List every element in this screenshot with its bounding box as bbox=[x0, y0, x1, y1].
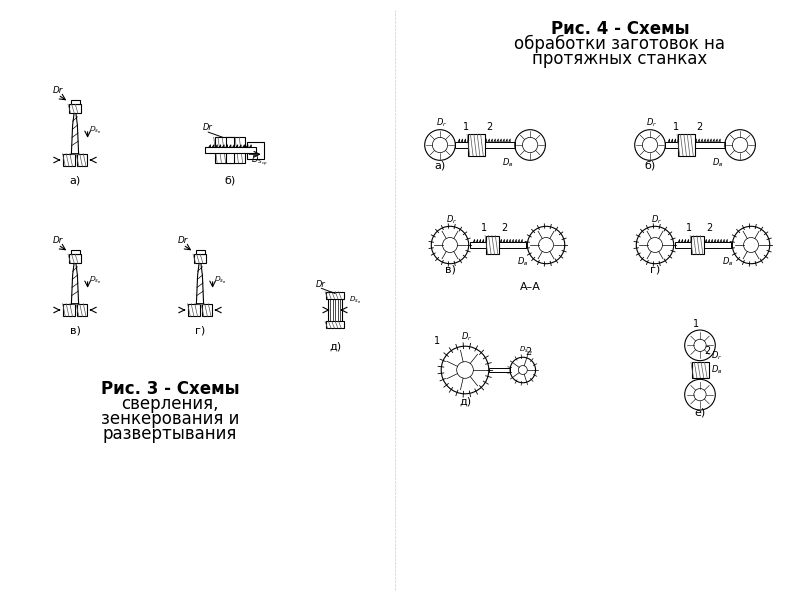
Text: Рис. 3 - Схемы: Рис. 3 - Схемы bbox=[101, 380, 239, 398]
Bar bbox=[246, 142, 263, 158]
Text: 2: 2 bbox=[526, 347, 531, 356]
Text: $D_{s_{пр}}$: $D_{s_{пр}}$ bbox=[518, 344, 533, 357]
Text: б): б) bbox=[224, 175, 236, 185]
Text: 1: 1 bbox=[463, 122, 470, 132]
Bar bbox=[226, 137, 234, 163]
Text: зенкерования и: зенкерования и bbox=[101, 410, 239, 428]
Bar bbox=[215, 137, 245, 163]
Text: $D_{s_в}$: $D_{s_в}$ bbox=[214, 275, 227, 286]
Text: А–А: А–А bbox=[519, 282, 541, 292]
Text: Dr: Dr bbox=[53, 86, 63, 95]
Text: д): д) bbox=[459, 396, 471, 406]
Text: а): а) bbox=[70, 175, 81, 185]
Text: 1: 1 bbox=[693, 319, 699, 329]
Text: протяжных станках: протяжных станках bbox=[532, 50, 708, 68]
Bar bbox=[69, 104, 82, 113]
Text: 2: 2 bbox=[704, 346, 710, 356]
Text: 1: 1 bbox=[482, 223, 487, 233]
Bar bbox=[77, 304, 86, 316]
Text: $D_{s_в}$: $D_{s_в}$ bbox=[90, 125, 102, 136]
Text: $D_{S_{пр}}$: $D_{S_{пр}}$ bbox=[251, 154, 268, 168]
Text: 2: 2 bbox=[696, 122, 702, 132]
Text: Dr: Dr bbox=[178, 236, 188, 245]
Bar bbox=[489, 368, 510, 372]
Text: $D_г$: $D_г$ bbox=[446, 213, 458, 226]
Polygon shape bbox=[71, 113, 78, 154]
Polygon shape bbox=[71, 263, 78, 304]
Text: $D_в$: $D_в$ bbox=[517, 256, 529, 268]
Bar bbox=[455, 142, 515, 148]
Bar bbox=[468, 134, 485, 155]
Bar bbox=[63, 154, 75, 166]
Text: $D_{г}$: $D_{г}$ bbox=[711, 349, 722, 362]
Bar bbox=[202, 304, 212, 316]
Bar bbox=[691, 362, 709, 377]
Bar bbox=[69, 254, 82, 263]
Text: 1: 1 bbox=[686, 223, 693, 233]
Bar bbox=[70, 100, 79, 104]
Bar bbox=[70, 250, 79, 254]
Text: в): в) bbox=[70, 325, 81, 335]
Bar bbox=[675, 242, 730, 248]
Text: $D_{s_в}$: $D_{s_в}$ bbox=[349, 295, 361, 305]
Bar bbox=[690, 236, 704, 254]
Text: $D_{s_в}$: $D_{s_в}$ bbox=[90, 275, 102, 286]
Polygon shape bbox=[197, 263, 203, 304]
Text: $D_в$: $D_в$ bbox=[502, 157, 514, 169]
Text: д): д) bbox=[329, 342, 341, 352]
Bar bbox=[666, 142, 725, 148]
Text: $D_г$: $D_г$ bbox=[436, 116, 447, 129]
Bar bbox=[194, 254, 206, 263]
Text: $D_в$: $D_в$ bbox=[722, 256, 734, 268]
Text: Рис. 4 - Схемы: Рис. 4 - Схемы bbox=[550, 20, 690, 38]
Bar bbox=[470, 242, 526, 248]
Text: сверления,: сверления, bbox=[122, 395, 218, 413]
Text: $D_г$: $D_г$ bbox=[461, 331, 472, 343]
Bar bbox=[77, 154, 86, 166]
Bar bbox=[678, 134, 694, 155]
Bar bbox=[328, 295, 342, 325]
Text: 2: 2 bbox=[706, 223, 712, 233]
Bar bbox=[205, 148, 255, 152]
Text: б): б) bbox=[644, 161, 656, 171]
Text: Dr: Dr bbox=[53, 236, 63, 245]
Text: Dr: Dr bbox=[315, 280, 325, 289]
Text: в): в) bbox=[445, 264, 455, 274]
Text: г): г) bbox=[195, 325, 205, 335]
Bar bbox=[326, 322, 344, 328]
Text: обработки заготовок на: обработки заготовок на bbox=[514, 35, 726, 53]
Text: 1: 1 bbox=[674, 122, 679, 132]
Text: г): г) bbox=[650, 264, 660, 274]
Text: развертывания: развертывания bbox=[103, 425, 237, 443]
Text: а): а) bbox=[434, 161, 446, 171]
Bar bbox=[486, 236, 499, 254]
Text: Dr: Dr bbox=[202, 124, 212, 133]
Bar bbox=[326, 292, 344, 299]
Text: е): е) bbox=[694, 408, 706, 418]
Bar bbox=[188, 304, 200, 316]
Text: $D_г$: $D_г$ bbox=[650, 213, 662, 226]
Text: 2: 2 bbox=[501, 223, 507, 233]
Text: 1: 1 bbox=[434, 335, 441, 346]
Bar bbox=[195, 250, 205, 254]
Text: $D_г$: $D_г$ bbox=[646, 116, 658, 129]
Text: $D_{в}$: $D_{в}$ bbox=[711, 364, 722, 376]
Text: $D_в$: $D_в$ bbox=[712, 157, 724, 169]
Bar bbox=[63, 304, 75, 316]
Text: 2: 2 bbox=[486, 122, 493, 132]
